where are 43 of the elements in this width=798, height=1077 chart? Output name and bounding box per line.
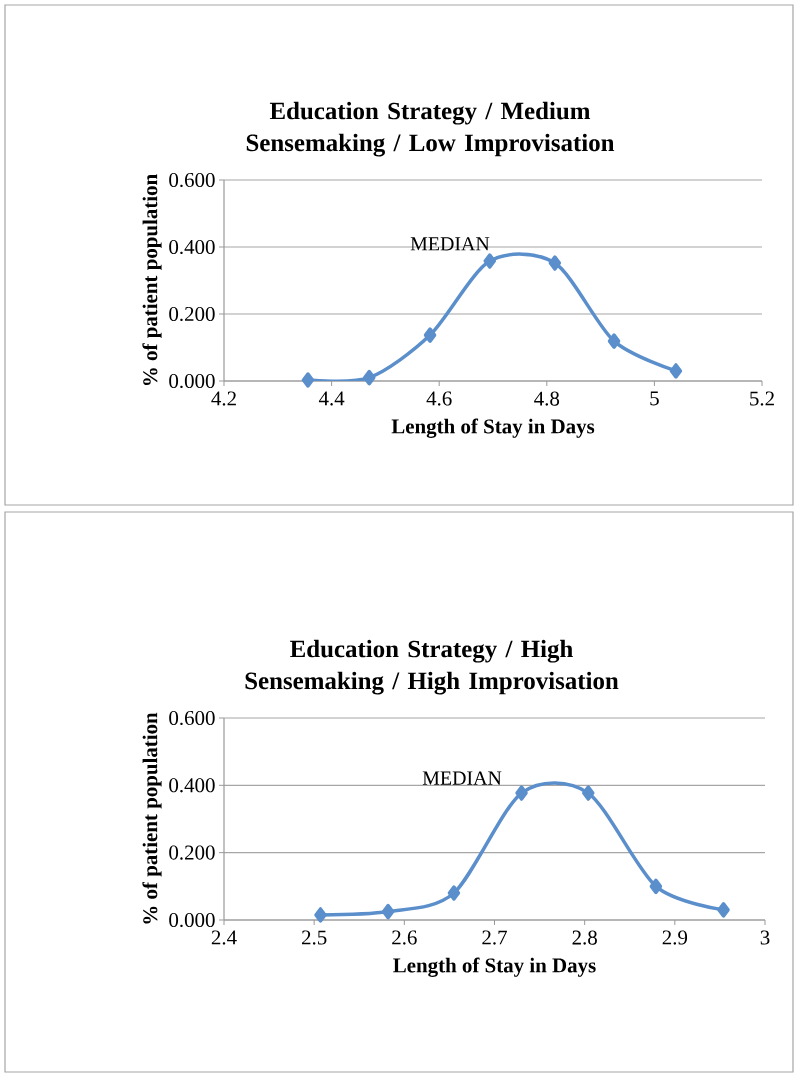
point	[301, 372, 315, 388]
point	[423, 327, 437, 343]
y-tick-label: 0.200	[169, 306, 215, 322]
y-axis-title: % of patient population	[142, 174, 162, 386]
point	[363, 369, 376, 386]
y-axis-title: % of patient population	[142, 712, 162, 924]
y-tick-label: 0.400	[169, 239, 215, 255]
y-tick-label: 0.400	[169, 778, 215, 793]
point	[717, 902, 730, 918]
x-tick-label: 4.4	[318, 391, 345, 406]
x-tick-label: 5	[650, 391, 659, 406]
x-tick-label: 2.6	[392, 930, 417, 945]
x-tick-label: 5.2	[750, 391, 774, 406]
annotation: MEDIAN	[410, 237, 490, 251]
x-tick-label: 2.8	[572, 930, 597, 945]
y-tick-label: 0.600	[169, 710, 215, 726]
x-tick-label: 2.4	[211, 930, 237, 945]
x-tick-label: 2.7	[482, 930, 507, 945]
y-tick-label: 0.000	[169, 912, 215, 928]
x-axis-title: Length of Stay in Days	[391, 418, 595, 438]
point	[669, 363, 683, 379]
point	[515, 785, 528, 801]
y-tick-label: 0.600	[169, 172, 215, 188]
x-tick-label: 4.2	[211, 391, 236, 406]
point	[548, 255, 562, 271]
point	[381, 903, 395, 920]
point	[447, 885, 461, 901]
x-tick-label: 2.9	[662, 930, 688, 945]
y-tick-label: 0.000	[169, 373, 215, 389]
point	[483, 253, 497, 269]
x-tick-label: 3	[760, 930, 770, 945]
annotation: MEDIAN	[422, 771, 502, 785]
chart-title: Education Strategy / Medium Sensemaking / Low Improvisation	[246, 101, 615, 157]
x-tick-label: 4.8	[534, 391, 560, 406]
y-tick-label: 0.200	[169, 845, 215, 860]
chart-title: Education Strategy / High Sensemaking / High Improvisation	[245, 639, 619, 695]
x-tick-label: 4.6	[426, 391, 452, 406]
point	[582, 785, 595, 801]
x-axis-title: Length of Stay in Days	[393, 957, 596, 977]
point	[607, 333, 621, 349]
point	[314, 907, 327, 923]
x-tick-label: 2.5	[302, 930, 327, 945]
point	[649, 878, 663, 895]
